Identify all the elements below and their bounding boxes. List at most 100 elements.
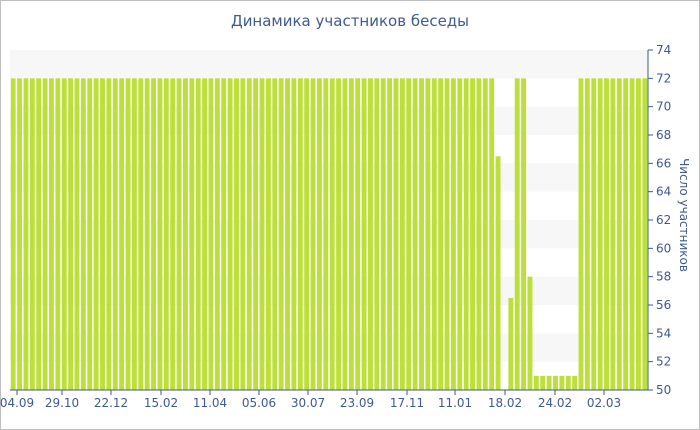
bar	[125, 78, 131, 390]
bar	[61, 78, 67, 390]
y-tick-label: 62	[656, 213, 671, 227]
bar	[450, 78, 456, 390]
bar	[285, 78, 290, 390]
bar	[240, 78, 246, 390]
bar	[533, 375, 539, 390]
bar	[540, 375, 546, 390]
bar	[49, 78, 54, 390]
bar	[87, 78, 93, 390]
grid-band	[10, 276, 648, 305]
bar	[521, 78, 527, 390]
x-tick-label: 04.09	[0, 396, 34, 410]
y-tick-label: 60	[656, 241, 671, 255]
x-tick-label: 18.02	[488, 396, 522, 410]
bar	[380, 78, 386, 390]
bar	[572, 375, 578, 390]
x-tick-label: 22.12	[94, 396, 128, 410]
bar	[457, 78, 463, 390]
bar	[553, 375, 558, 390]
bar	[112, 78, 118, 390]
bar	[151, 78, 156, 390]
bar	[157, 78, 163, 390]
bar	[476, 78, 482, 390]
y-tick-label: 70	[656, 100, 671, 114]
bar	[438, 78, 444, 390]
bar	[29, 78, 35, 390]
chart-title: Динамика участников беседы	[230, 12, 470, 30]
bar	[278, 78, 284, 390]
bar	[323, 78, 329, 390]
bar	[80, 78, 86, 390]
bar	[642, 78, 648, 390]
bar	[195, 78, 201, 390]
bar	[310, 78, 316, 390]
bar	[297, 78, 303, 390]
bar	[183, 78, 188, 390]
bar	[597, 78, 603, 390]
bar	[93, 78, 99, 390]
bar	[495, 156, 501, 390]
bar	[616, 78, 622, 390]
y-tick-label: 54	[656, 326, 671, 340]
bar	[291, 78, 297, 390]
y-tick-label: 74	[656, 43, 671, 57]
y-axis-label: Число участников	[677, 158, 691, 272]
bar	[578, 78, 584, 390]
bar	[419, 78, 424, 390]
bar	[68, 78, 74, 390]
x-tick-label: 29.10	[45, 396, 79, 410]
bar	[265, 78, 271, 390]
y-tick-label: 72	[656, 71, 671, 85]
bar	[584, 78, 590, 390]
bar	[610, 78, 616, 390]
bar	[591, 78, 597, 390]
bar	[508, 297, 514, 390]
bar	[546, 375, 552, 390]
bar	[336, 78, 342, 390]
x-tick-label: 17.11	[390, 396, 424, 410]
bar	[119, 78, 125, 390]
grid-band	[10, 50, 648, 79]
y-tick-label: 64	[656, 185, 671, 199]
bar	[316, 78, 322, 390]
x-tick-label: 02.03	[587, 396, 621, 410]
bar	[393, 78, 399, 390]
x-tick-label: 30.07	[291, 396, 325, 410]
bar	[470, 78, 475, 390]
bar	[55, 78, 61, 390]
bar	[623, 78, 629, 390]
bar	[425, 78, 431, 390]
bar	[406, 78, 412, 390]
x-tick-label: 11.01	[438, 396, 472, 410]
bar	[399, 78, 405, 390]
bar	[635, 78, 641, 390]
x-tick-label: 24.02	[538, 396, 572, 410]
x-tick-label: 05.06	[242, 396, 276, 410]
bar	[431, 78, 437, 390]
bar	[208, 78, 214, 390]
bar	[387, 78, 393, 390]
bar	[234, 78, 239, 390]
bar	[463, 78, 469, 390]
bar	[361, 78, 367, 390]
grid-band	[10, 163, 648, 192]
bar	[304, 78, 310, 390]
bar	[144, 78, 150, 390]
bar	[444, 78, 450, 390]
grid-band	[10, 333, 648, 362]
bar	[163, 78, 169, 390]
grid-band	[10, 220, 648, 249]
bar	[565, 375, 571, 390]
bar	[329, 78, 335, 390]
bar	[17, 78, 23, 390]
bar	[259, 78, 265, 390]
x-tick-label: 11.04	[193, 396, 227, 410]
bar	[604, 78, 609, 390]
bar	[202, 78, 208, 390]
bar	[489, 78, 495, 390]
bar	[246, 78, 252, 390]
bar	[106, 78, 112, 390]
bar	[170, 78, 176, 390]
y-tick-label: 56	[656, 298, 671, 312]
